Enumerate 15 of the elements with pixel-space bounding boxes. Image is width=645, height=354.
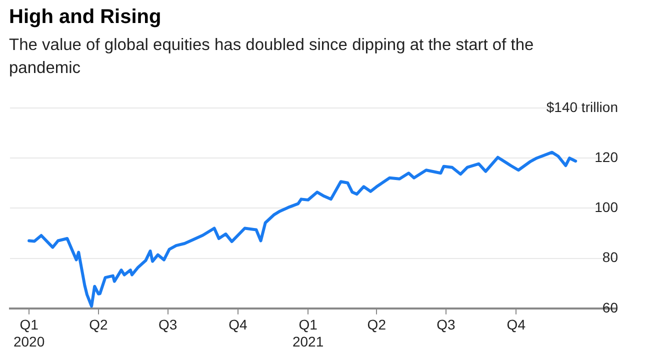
- x-tick-label: Q1 2020: [13, 316, 45, 350]
- y-tick-label: 60: [602, 299, 618, 316]
- x-tick-label: Q3: [436, 316, 456, 333]
- y-tick-label: 80: [602, 249, 618, 266]
- x-tick-label: Q1 2021: [292, 316, 324, 350]
- chart-title: High and Rising: [9, 6, 162, 29]
- x-tick-label: Q4: [228, 316, 248, 333]
- x-tick-label: Q4: [506, 316, 526, 333]
- y-tick-label: 100: [594, 199, 618, 216]
- y-tick-label: 120: [594, 148, 618, 165]
- chart-subtitle: The value of global equities has doubled since dipping at the start of the pandemic: [9, 35, 535, 79]
- x-tick-label: Q3: [158, 316, 178, 333]
- x-tick-label: Q2: [367, 316, 386, 333]
- x-tick-label: Q2: [89, 316, 108, 333]
- y-tick-label: $140 trillion: [546, 98, 618, 115]
